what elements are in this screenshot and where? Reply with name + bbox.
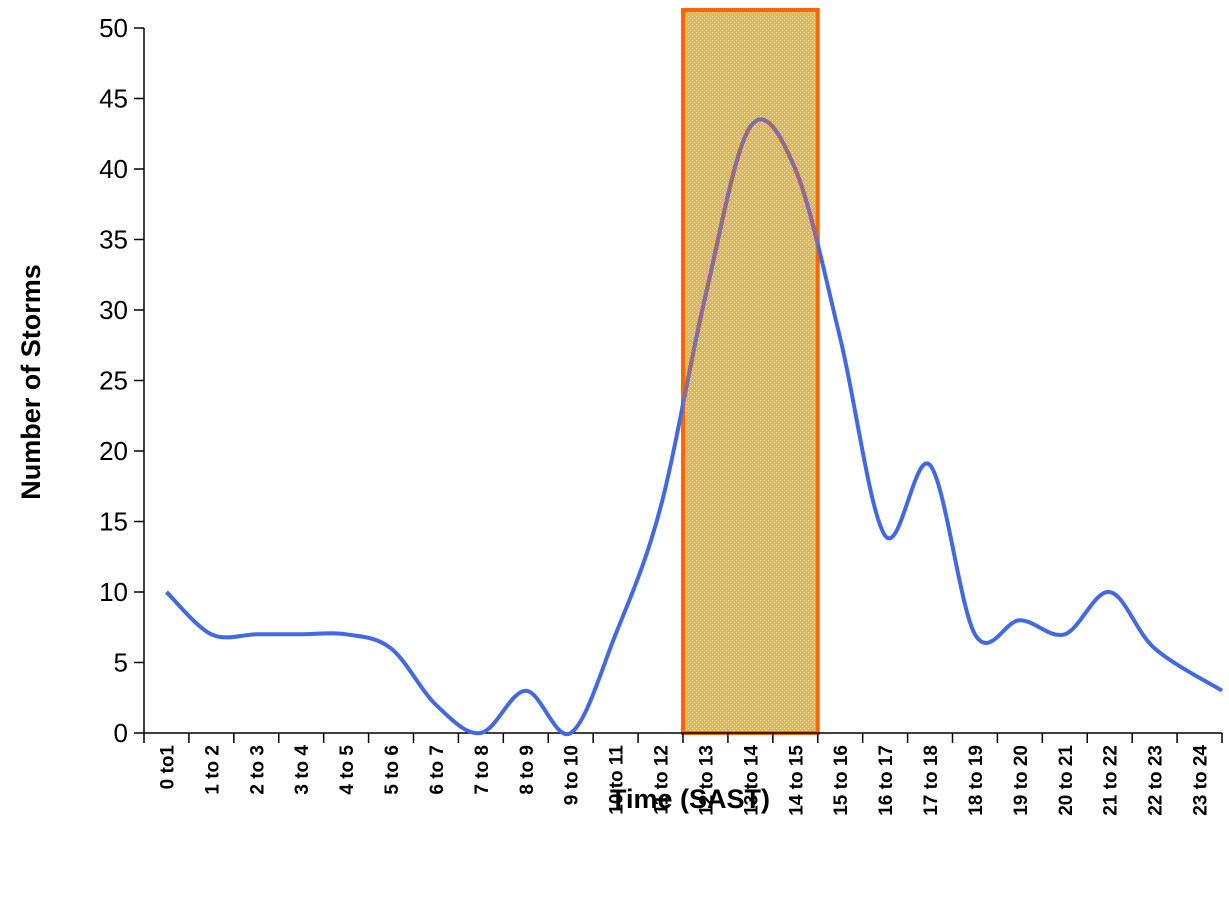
x-tick-label: 14 to 15	[786, 745, 807, 816]
x-tick-label: 23 to 24	[1191, 745, 1212, 816]
highlight-box	[681, 8, 820, 735]
x-tick-label: 5 to 6	[382, 745, 403, 795]
highlight-layer	[681, 8, 820, 735]
x-tick-label: 11 to 12	[652, 745, 673, 815]
y-tick-label: 20	[99, 436, 128, 466]
x-tick-label: 16 to 17	[876, 745, 897, 816]
x-tick-label: 22 to 23	[1146, 745, 1167, 816]
y-tick-label: 5	[114, 648, 128, 678]
x-tick-label: 17 to 18	[921, 745, 942, 816]
storm-count-line-highlighted	[683, 117, 818, 415]
x-tick-label: 1 to 2	[202, 745, 223, 795]
series-layer	[165, 117, 1224, 737]
x-tick-label: 12 to 13	[696, 745, 717, 816]
x-tick-label: 7 to 8	[472, 745, 493, 795]
x-tick-label: 8 to 9	[517, 745, 538, 795]
x-tick-label: 2 to 3	[247, 745, 268, 795]
y-tick-label: 40	[99, 154, 128, 184]
axes	[134, 27, 1223, 743]
y-tick-label: 0	[114, 718, 128, 748]
y-axis-title: Number of Storms	[16, 264, 46, 500]
x-tick-label: 3 to 4	[292, 745, 313, 795]
y-tick-label: 50	[99, 13, 128, 43]
x-axis-title: Time (SAST)	[610, 784, 770, 814]
x-tick-label: 13 to 14	[741, 745, 762, 816]
x-tick-label: 9 to 10	[562, 745, 583, 805]
y-tick-labels: 0 5 10 15 20 25 30 35 40 45 50	[99, 13, 128, 748]
x-tick-labels: 0 to1 1 to 2 2 to 3 3 to 4 4 to 5 5 to 6 6 to …	[157, 745, 1211, 816]
x-tick-label: 20 to 21	[1056, 745, 1077, 816]
y-tick-label: 15	[99, 507, 128, 537]
x-tick-label: 10 to 11	[607, 745, 628, 815]
y-tick-label: 30	[99, 295, 128, 325]
x-tick-label: 4 to 5	[337, 745, 358, 795]
x-tick-label: 0 to1	[157, 745, 178, 790]
x-tick-label: 15 to 16	[831, 745, 852, 816]
x-tick-label: 21 to 22	[1101, 745, 1122, 816]
x-tick-label: 18 to 19	[966, 745, 987, 816]
y-tick-label: 25	[99, 366, 128, 396]
y-tick-label: 45	[99, 84, 128, 114]
y-tick-label: 35	[99, 225, 128, 255]
x-tick-label: 19 to 20	[1011, 745, 1032, 816]
x-tick-label: 6 to 7	[427, 745, 448, 795]
y-tick-label: 10	[99, 577, 128, 607]
